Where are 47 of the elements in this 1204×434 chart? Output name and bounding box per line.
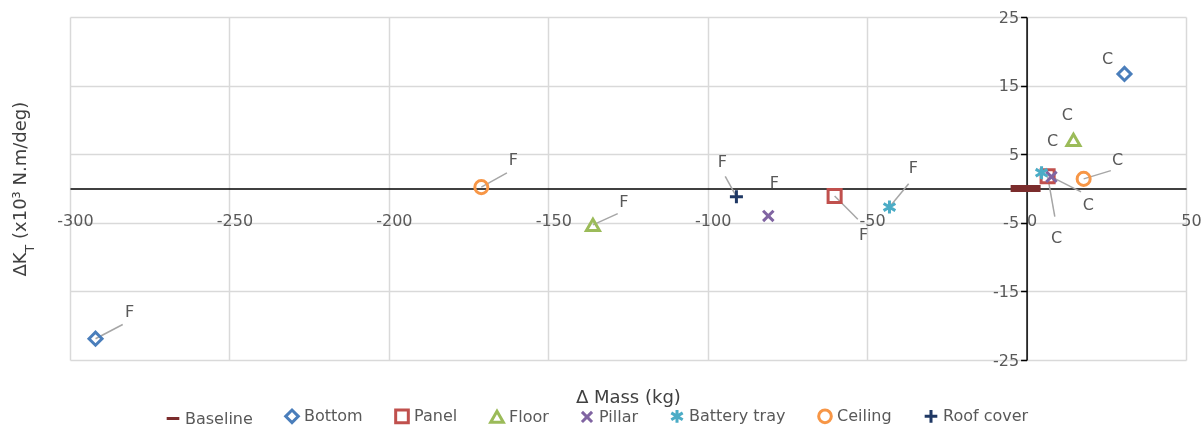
point	[1065, 132, 1082, 147]
x-tick-label: -200	[376, 211, 413, 230]
x-tick-label: -300	[57, 211, 94, 230]
y-tick-label: -15	[992, 281, 1020, 301]
point	[1116, 65, 1133, 82]
x-tick-label: -100	[695, 211, 732, 230]
annotation: C	[1082, 194, 1095, 214]
annotation: F	[908, 158, 919, 178]
annotation: F	[769, 172, 779, 192]
legend-label: Floor	[509, 406, 550, 426]
y-tick-label: -5	[1003, 213, 1020, 233]
x-axis-title: ∆ Mass (kg)	[575, 385, 681, 407]
point	[87, 330, 104, 347]
point	[761, 209, 776, 223]
x-tick-label: 50	[1181, 211, 1202, 230]
y-tick-label: 5	[1008, 144, 1020, 164]
annotation: F	[619, 191, 629, 211]
legend-label: Pillar	[599, 406, 639, 426]
legend-label: Roof cover	[943, 406, 1029, 426]
y-tick-label: -25	[992, 350, 1020, 370]
annotation: C	[1046, 130, 1059, 150]
point	[473, 179, 490, 196]
point	[826, 188, 843, 205]
point	[584, 217, 601, 232]
annotation: C	[1061, 104, 1074, 124]
annotation: C	[1101, 48, 1114, 68]
legend-label: Baseline	[185, 408, 253, 428]
point	[1034, 164, 1049, 181]
x-tick-label: 0	[1026, 211, 1038, 230]
legend-label: Battery tray	[689, 406, 786, 426]
legend-label: Panel	[414, 406, 458, 426]
point	[882, 199, 897, 216]
x-tick-label: -150	[535, 211, 572, 230]
legend-label: Bottom	[304, 406, 363, 426]
y-tick-label: 25	[998, 7, 1020, 27]
annotation: F	[859, 225, 869, 245]
annotation: C	[1112, 149, 1124, 169]
annotation: F	[717, 151, 728, 171]
legend-label: Ceiling	[837, 406, 892, 426]
y-tick-label: 15	[998, 76, 1020, 96]
point	[1044, 170, 1059, 184]
annotation: F	[508, 150, 518, 170]
x-tick-label: -250	[216, 211, 254, 230]
point	[728, 188, 745, 205]
point	[1075, 170, 1092, 187]
annotation: F	[124, 301, 135, 321]
annotation: C	[1051, 228, 1063, 248]
